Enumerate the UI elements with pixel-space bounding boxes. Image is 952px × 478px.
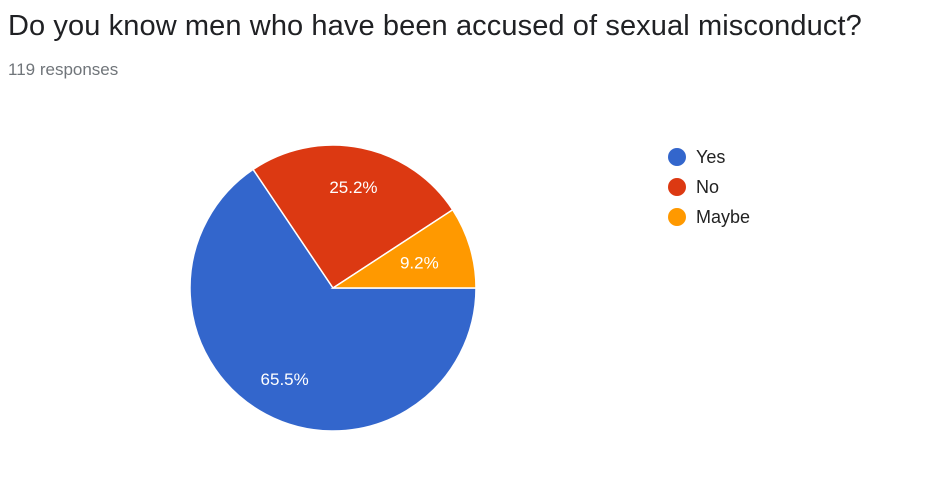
slice-label-maybe: 9.2% [400, 253, 439, 272]
legend-label-maybe: Maybe [696, 206, 751, 227]
legend-swatch-maybe [668, 208, 686, 226]
legend-item-no[interactable]: No [668, 172, 750, 202]
legend: Yes No Maybe [668, 142, 750, 232]
pie-slice-maybe[interactable] [330, 208, 477, 289]
legend-item-yes[interactable]: Yes [668, 142, 750, 172]
legend-item-maybe[interactable]: Maybe [668, 202, 750, 232]
legend-label-no: No [696, 176, 720, 197]
legend-swatch-yes [668, 148, 686, 166]
slice-label-no: 25.2% [329, 178, 377, 197]
legend-label-yes: Yes [696, 146, 726, 167]
legend-swatch-no [668, 178, 686, 196]
chart-title: Do you know men who have been accused of… [8, 10, 862, 42]
pie-slice-no[interactable] [252, 144, 454, 290]
response-count: 119 responses [8, 60, 119, 79]
pie-slice-yes[interactable] [189, 168, 477, 432]
slice-label-yes: 65.5% [261, 370, 309, 389]
